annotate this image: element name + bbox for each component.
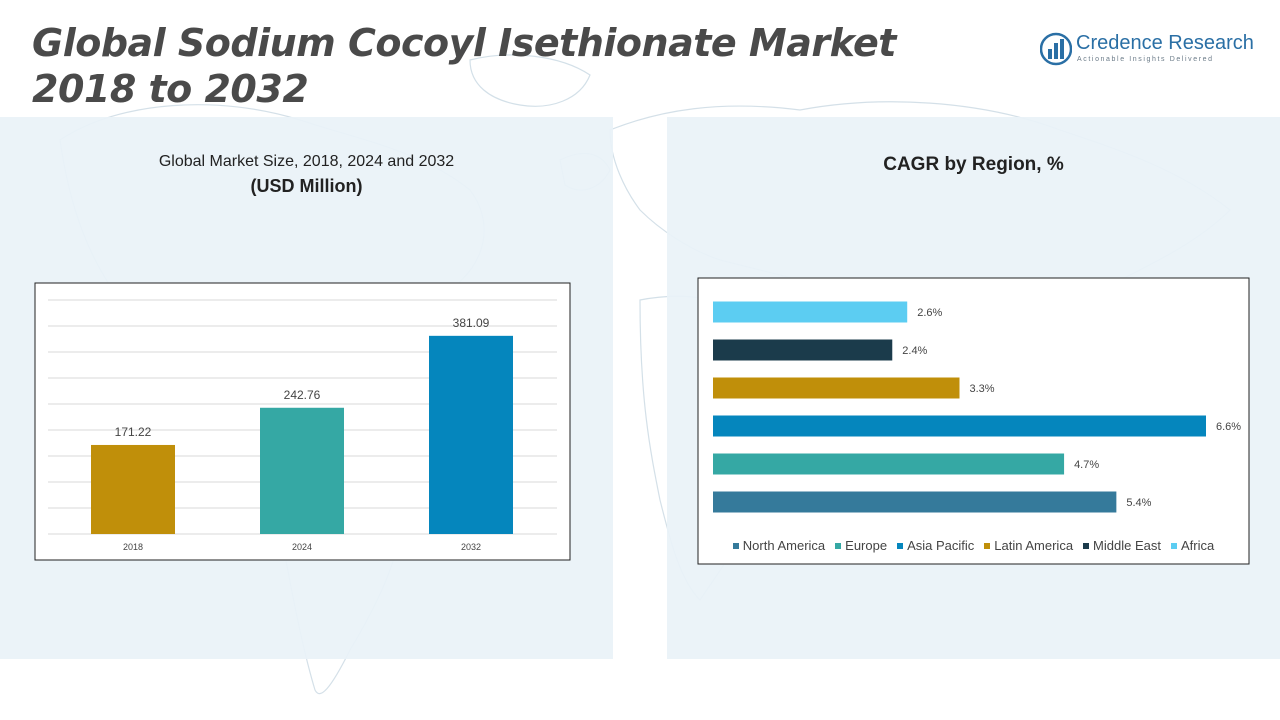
data-label-2018: 171.22 xyxy=(115,425,152,439)
legend-label-asia-pacific: Asia Pacific xyxy=(907,538,975,553)
legend-label-north-america: North America xyxy=(742,538,826,553)
data-label-north-america: 5.4% xyxy=(1126,497,1151,509)
logo-tagline: Actionable Insights Delivered xyxy=(1077,56,1214,63)
data-label-2032: 381.09 xyxy=(453,316,490,330)
bar-africa xyxy=(713,301,908,323)
legend-label-africa: Africa xyxy=(1180,538,1215,553)
bar-2024 xyxy=(260,407,344,534)
legend-swatch-middle-east xyxy=(1083,542,1090,549)
page-title: Global Sodium Cocoyl Isethionate Market … xyxy=(32,20,896,112)
cagr-legend: North America Europe Asia Pacific Latin Ame… xyxy=(698,538,1249,553)
bar-2032 xyxy=(429,335,513,534)
x-tick-label-2024: 2024 xyxy=(292,542,312,552)
bar-2018 xyxy=(91,444,175,534)
market-size-chart-unit: (USD Million) xyxy=(250,176,363,196)
logo-name: Credence Research xyxy=(1076,32,1254,54)
legend-swatch-north-america xyxy=(732,542,739,549)
data-label-middle-east: 2.4% xyxy=(902,345,927,357)
cagr-chart-title: CAGR by Region, % xyxy=(883,154,1064,175)
bar-chart-logo-icon xyxy=(1040,32,1072,66)
data-label-europe: 4.7% xyxy=(1074,459,1099,471)
page-title-line-1: Global Sodium Cocoyl Isethionate Market xyxy=(32,21,896,65)
data-label-latin-america: 3.3% xyxy=(970,383,995,395)
legend-swatch-africa xyxy=(1170,542,1177,549)
legend-item-latin-america: Latin America xyxy=(984,538,1073,553)
legend-label-latin-america: Latin America xyxy=(994,538,1074,553)
data-label-asia-pacific: 6.6% xyxy=(1216,421,1241,433)
legend-label-europe: Europe xyxy=(845,538,888,553)
x-tick-label-2018: 2018 xyxy=(123,542,143,552)
legend-item-europe: Europe xyxy=(835,538,887,553)
bar-north-america xyxy=(713,491,1117,513)
bar-latin-america xyxy=(713,377,960,399)
page-title-line-2: 2018 to 2032 xyxy=(32,67,309,111)
market-size-chart-title: Global Market Size, 2018, 2024 and 2032 xyxy=(158,153,455,170)
legend-item-middle-east: Middle East xyxy=(1083,538,1161,553)
legend-item-africa: Africa xyxy=(1170,538,1215,553)
bar-middle-east xyxy=(713,339,893,361)
bar-europe xyxy=(713,453,1065,475)
credence-research-logo[interactable]: Credence Research Actionable Insights De… xyxy=(1040,30,1265,70)
x-tick-label-2032: 2032 xyxy=(461,542,481,552)
legend-item-asia-pacific: Asia Pacific xyxy=(897,538,974,553)
legend-item-north-america: North America xyxy=(732,538,826,553)
legend-label-middle-east: Middle East xyxy=(1093,538,1161,553)
legend-swatch-asia-pacific xyxy=(897,542,904,549)
legend-swatch-latin-america xyxy=(984,542,991,549)
data-label-2024: 242.76 xyxy=(284,388,321,402)
bar-asia-pacific xyxy=(713,415,1206,437)
data-label-africa: 2.6% xyxy=(917,307,942,319)
legend-swatch-europe xyxy=(835,542,842,549)
